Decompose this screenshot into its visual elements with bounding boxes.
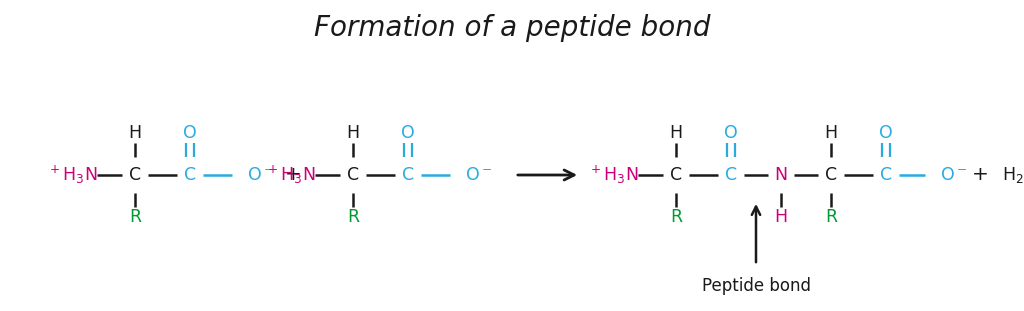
- Text: +: +: [285, 165, 301, 184]
- Text: Peptide bond: Peptide bond: [701, 277, 811, 295]
- Text: R: R: [129, 208, 141, 226]
- Text: O: O: [183, 124, 197, 142]
- Text: $^+$H$_3$N: $^+$H$_3$N: [46, 164, 97, 186]
- Text: C: C: [347, 166, 359, 184]
- Text: O$^-$: O$^-$: [940, 166, 967, 184]
- Text: O: O: [880, 124, 893, 142]
- Text: R: R: [347, 208, 359, 226]
- Text: C: C: [825, 166, 837, 184]
- Text: O$^-$: O$^-$: [247, 166, 274, 184]
- Text: H$_2$O: H$_2$O: [1002, 165, 1024, 185]
- Text: H: H: [774, 208, 787, 226]
- Text: H: H: [128, 124, 141, 142]
- Text: O$^-$: O$^-$: [465, 166, 493, 184]
- Text: C: C: [129, 166, 141, 184]
- Text: C: C: [880, 166, 892, 184]
- Text: $^+$H$_3$N: $^+$H$_3$N: [264, 164, 315, 186]
- Text: H: H: [824, 124, 838, 142]
- Text: O: O: [724, 124, 738, 142]
- Text: H: H: [346, 124, 359, 142]
- Text: R: R: [825, 208, 837, 226]
- Text: +: +: [972, 165, 988, 184]
- Text: C: C: [670, 166, 682, 184]
- Text: O: O: [401, 124, 415, 142]
- Text: C: C: [184, 166, 196, 184]
- Text: R: R: [670, 208, 682, 226]
- Text: C: C: [402, 166, 414, 184]
- Text: $^+$H$_3$N: $^+$H$_3$N: [588, 164, 638, 186]
- Text: N: N: [774, 166, 787, 184]
- Text: Formation of a peptide bond: Formation of a peptide bond: [313, 14, 711, 42]
- Text: H: H: [670, 124, 683, 142]
- Text: C: C: [725, 166, 737, 184]
